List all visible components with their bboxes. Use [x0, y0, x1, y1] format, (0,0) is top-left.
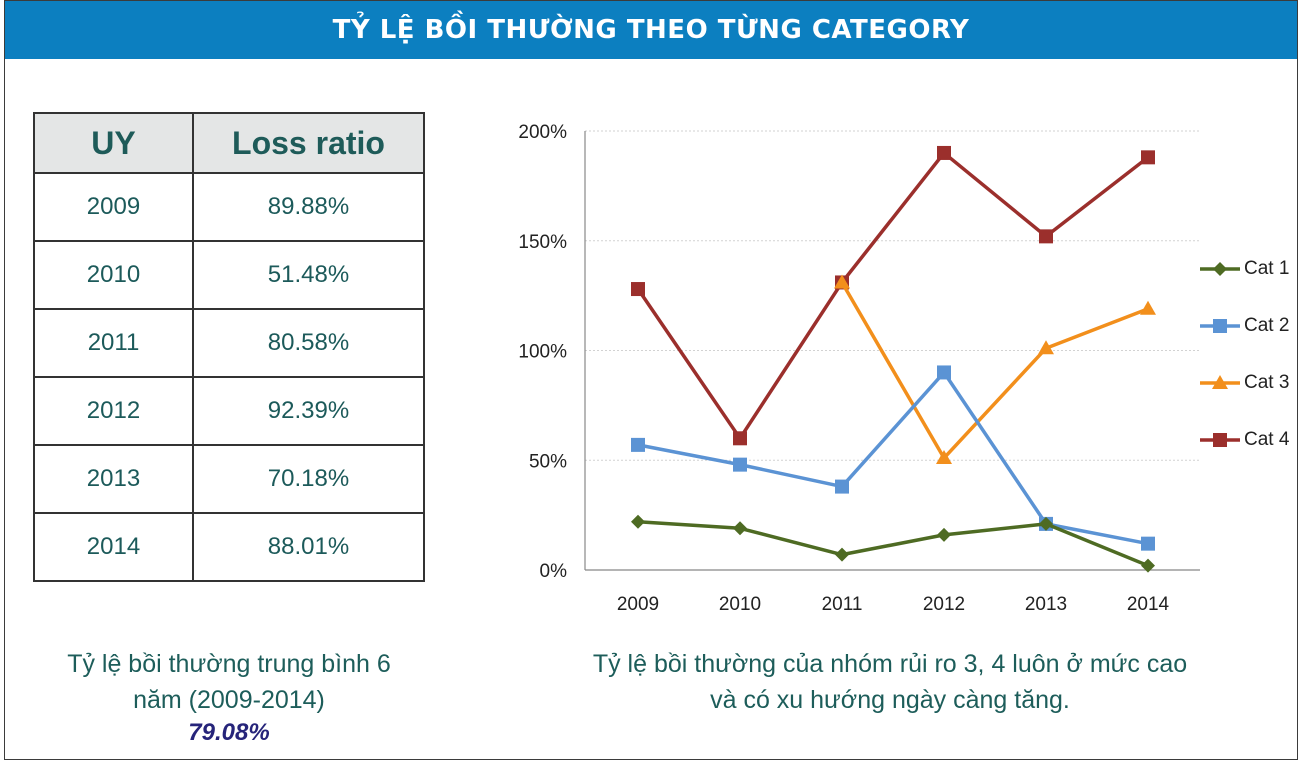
table-row: 2011 80.58%	[33, 308, 425, 378]
x-tick-label: 2014	[1127, 594, 1170, 615]
column-header-uy: UY	[33, 112, 194, 174]
data-point-cat-1	[835, 547, 849, 562]
data-point-cat-1	[631, 514, 645, 529]
table-row: 2014 88.01%	[33, 512, 425, 582]
series-line-cat-1	[637, 519, 1149, 568]
data-point-cat-3	[1038, 340, 1054, 355]
data-point-cat-1	[733, 521, 747, 536]
loss-ratio-cell: 80.58%	[192, 308, 425, 378]
chart-legend: Cat 1 Cat 2 Cat 3 Cat 4	[1200, 240, 1300, 468]
series-line-cat-2	[637, 370, 1149, 546]
series-line-cat-4	[636, 151, 1150, 441]
loss-ratio-table: UY Loss ratio 2009 89.88% 2010 51.48% 20…	[33, 112, 425, 582]
table-row: 2013 70.18%	[33, 444, 425, 514]
series-line-cat-3	[840, 281, 1149, 460]
uy-cell: 2011	[33, 308, 194, 378]
data-point-cat-4	[733, 431, 747, 446]
average-caption-line1: Tỷ lệ bồi thường trung bình 6	[67, 650, 391, 678]
legend-label-cat-3: Cat 3	[1244, 371, 1290, 393]
table-row: 2012 92.39%	[33, 376, 425, 446]
uy-cell: 2009	[33, 172, 194, 242]
data-point-cat-4	[631, 282, 645, 297]
data-point-cat-3	[834, 274, 850, 289]
x-tick-label: 2013	[1025, 594, 1067, 615]
legend-label-cat-4: Cat 4	[1244, 428, 1290, 450]
table-header-row: UY Loss ratio	[33, 112, 425, 174]
average-caption: Tỷ lệ bồi thường trung bình 6 năm (2009-…	[0, 646, 458, 748]
loss-ratio-cell: 70.18%	[192, 444, 425, 514]
data-point-cat-4	[937, 145, 951, 160]
uy-cell: 2013	[33, 444, 194, 514]
chart-note: Tỷ lệ bồi thường của nhóm rủi ro 3, 4 lu…	[530, 646, 1250, 718]
x-tick-label: 2012	[923, 594, 965, 615]
table-row: 2009 89.88%	[33, 172, 425, 242]
legend-label-cat-1: Cat 1	[1244, 257, 1290, 279]
data-point-cat-1	[1141, 558, 1155, 573]
data-point-cat-2	[835, 479, 849, 494]
legend-item-cat-4: Cat 4	[1200, 411, 1300, 468]
loss-ratio-cell: 88.01%	[192, 512, 425, 582]
loss-ratio-cell: 89.88%	[192, 172, 425, 242]
data-point-cat-4	[1039, 229, 1053, 244]
data-point-cat-3	[1140, 300, 1156, 315]
data-point-cat-2	[937, 365, 951, 380]
data-point-cat-4	[1141, 150, 1155, 165]
legend-swatch-cat-1	[1200, 261, 1240, 276]
data-point-cat-2	[1141, 536, 1155, 551]
banner-title: TỶ LỆ BỒI THƯỜNG THEO TỪNG CATEGORY	[5, 1, 1297, 59]
y-tick-label: 0%	[540, 561, 568, 582]
legend-swatch-cat-3	[1200, 374, 1240, 389]
loss-ratio-line-chart: 0% 50% 100% 150% 200% 2009 2010 2011 2012 2013 201…	[518, 122, 1200, 615]
legend-swatch-cat-2	[1200, 318, 1240, 333]
y-tick-label: 100%	[518, 342, 567, 363]
legend-item-cat-2: Cat 2	[1200, 297, 1300, 354]
uy-cell: 2012	[33, 376, 194, 446]
data-point-cat-2	[733, 457, 747, 472]
data-point-cat-3	[936, 450, 952, 465]
average-value: 79.08%	[188, 719, 270, 746]
chart-note-line1: Tỷ lệ bồi thường của nhóm rủi ro 3, 4 lu…	[592, 650, 1188, 678]
legend-item-cat-3: Cat 3	[1200, 354, 1300, 411]
uy-cell: 2014	[33, 512, 194, 582]
uy-cell: 2010	[33, 240, 194, 310]
x-tick-label: 2010	[719, 594, 761, 615]
x-tick-label: 2009	[617, 594, 659, 615]
y-tick-label: 200%	[518, 122, 567, 143]
loss-ratio-cell: 92.39%	[192, 376, 425, 446]
chart-note-line2: và có xu hướng ngày càng tăng.	[710, 686, 1070, 714]
data-point-cat-1	[1039, 516, 1053, 531]
y-tick-label: 50%	[529, 451, 567, 472]
column-header-loss-ratio: Loss ratio	[192, 112, 425, 174]
legend-swatch-cat-4	[1200, 432, 1240, 447]
data-point-cat-2	[631, 437, 645, 452]
x-tick-label: 2011	[822, 594, 863, 615]
loss-ratio-cell: 51.48%	[192, 240, 425, 310]
legend-item-cat-1: Cat 1	[1200, 240, 1300, 297]
y-tick-label: 150%	[518, 232, 567, 253]
legend-label-cat-2: Cat 2	[1244, 314, 1290, 336]
average-caption-line2: năm (2009-2014)	[133, 686, 325, 714]
table-row: 2010 51.48%	[33, 240, 425, 310]
data-point-cat-1	[937, 527, 951, 542]
